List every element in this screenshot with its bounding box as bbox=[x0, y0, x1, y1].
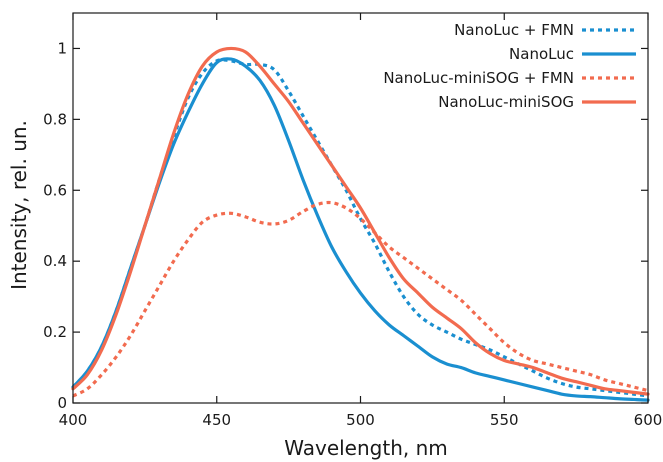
y-tick-label: 1 bbox=[57, 39, 67, 57]
y-axis-ticks: 0 0.2 0.4 0.6 0.8 1 bbox=[43, 39, 648, 412]
series-line-nanoluc-minisog-fmn bbox=[72, 200, 649, 398]
y-tick-label: 0.6 bbox=[43, 181, 67, 199]
x-tick-label: 400 bbox=[59, 411, 88, 429]
legend-item-nanoluc: NanoLuc bbox=[509, 45, 636, 63]
x-tick-label: 550 bbox=[490, 411, 519, 429]
x-axis-title: Wavelength, nm bbox=[284, 436, 448, 460]
x-axis-ticks: 400 450 500 550 600 bbox=[59, 13, 663, 429]
y-tick-label: 0.8 bbox=[43, 110, 67, 128]
legend-item-nanoluc-minisog-fmn: NanoLuc-miniSOG + FMN bbox=[383, 69, 636, 87]
series-line-nanoluc-minisog bbox=[71, 46, 650, 396]
x-tick-label: 600 bbox=[634, 411, 663, 429]
legend-label: NanoLuc bbox=[509, 45, 574, 63]
x-tick-label: 450 bbox=[202, 411, 231, 429]
y-tick-label: 0.2 bbox=[43, 323, 67, 341]
legend-item-nanoluc-minisog: NanoLuc-miniSOG bbox=[438, 93, 636, 111]
x-tick-label: 500 bbox=[346, 411, 375, 429]
legend-label: NanoLuc-miniSOG + FMN bbox=[383, 69, 574, 87]
legend-label: NanoLuc + FMN bbox=[454, 21, 574, 39]
y-axis-title: Intensity, rel. un. bbox=[7, 120, 31, 290]
series-line-nanoluc bbox=[71, 57, 650, 402]
y-tick-label: 0 bbox=[57, 394, 67, 412]
plot-series bbox=[71, 46, 650, 402]
legend-label: NanoLuc-miniSOG bbox=[438, 93, 574, 111]
y-tick-label: 0.4 bbox=[43, 252, 67, 270]
legend-item-nanoluc-fmn: NanoLuc + FMN bbox=[454, 21, 636, 39]
legend: NanoLuc + FMN NanoLuc NanoLuc-miniSOG + FM… bbox=[383, 21, 636, 111]
